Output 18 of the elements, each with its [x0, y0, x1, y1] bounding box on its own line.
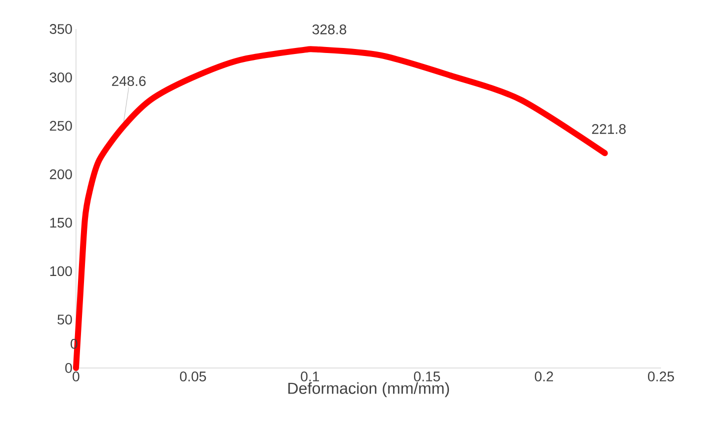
y-tick-label: 300 — [50, 72, 72, 82]
annotation: 328.8 — [312, 24, 346, 34]
annotation: 221.8 — [592, 124, 626, 134]
y-tick-label: 250 — [50, 120, 72, 131]
x-tick-label: 0.15 — [414, 372, 440, 382]
y-tick-label: 150 — [50, 218, 72, 228]
x-tick-label: 0.2 — [534, 372, 554, 382]
x-tick-label: 0.25 — [648, 372, 674, 382]
y-tick-label: 0 — [65, 363, 72, 373]
x-tick-label: 0.05 — [180, 372, 206, 382]
y-tick-label: 100 — [50, 266, 72, 276]
y-tick-label: 50 — [58, 314, 72, 325]
annotation: 248.6 — [112, 76, 146, 86]
x-tick-label: 0.1 — [300, 372, 320, 382]
y-tick-label: 200 — [50, 169, 72, 180]
y-tick-label: 350 — [50, 24, 72, 34]
x-axis-title: Deformacion (mm/mm) — [288, 382, 449, 398]
x-tick-label: 0 — [72, 372, 80, 382]
